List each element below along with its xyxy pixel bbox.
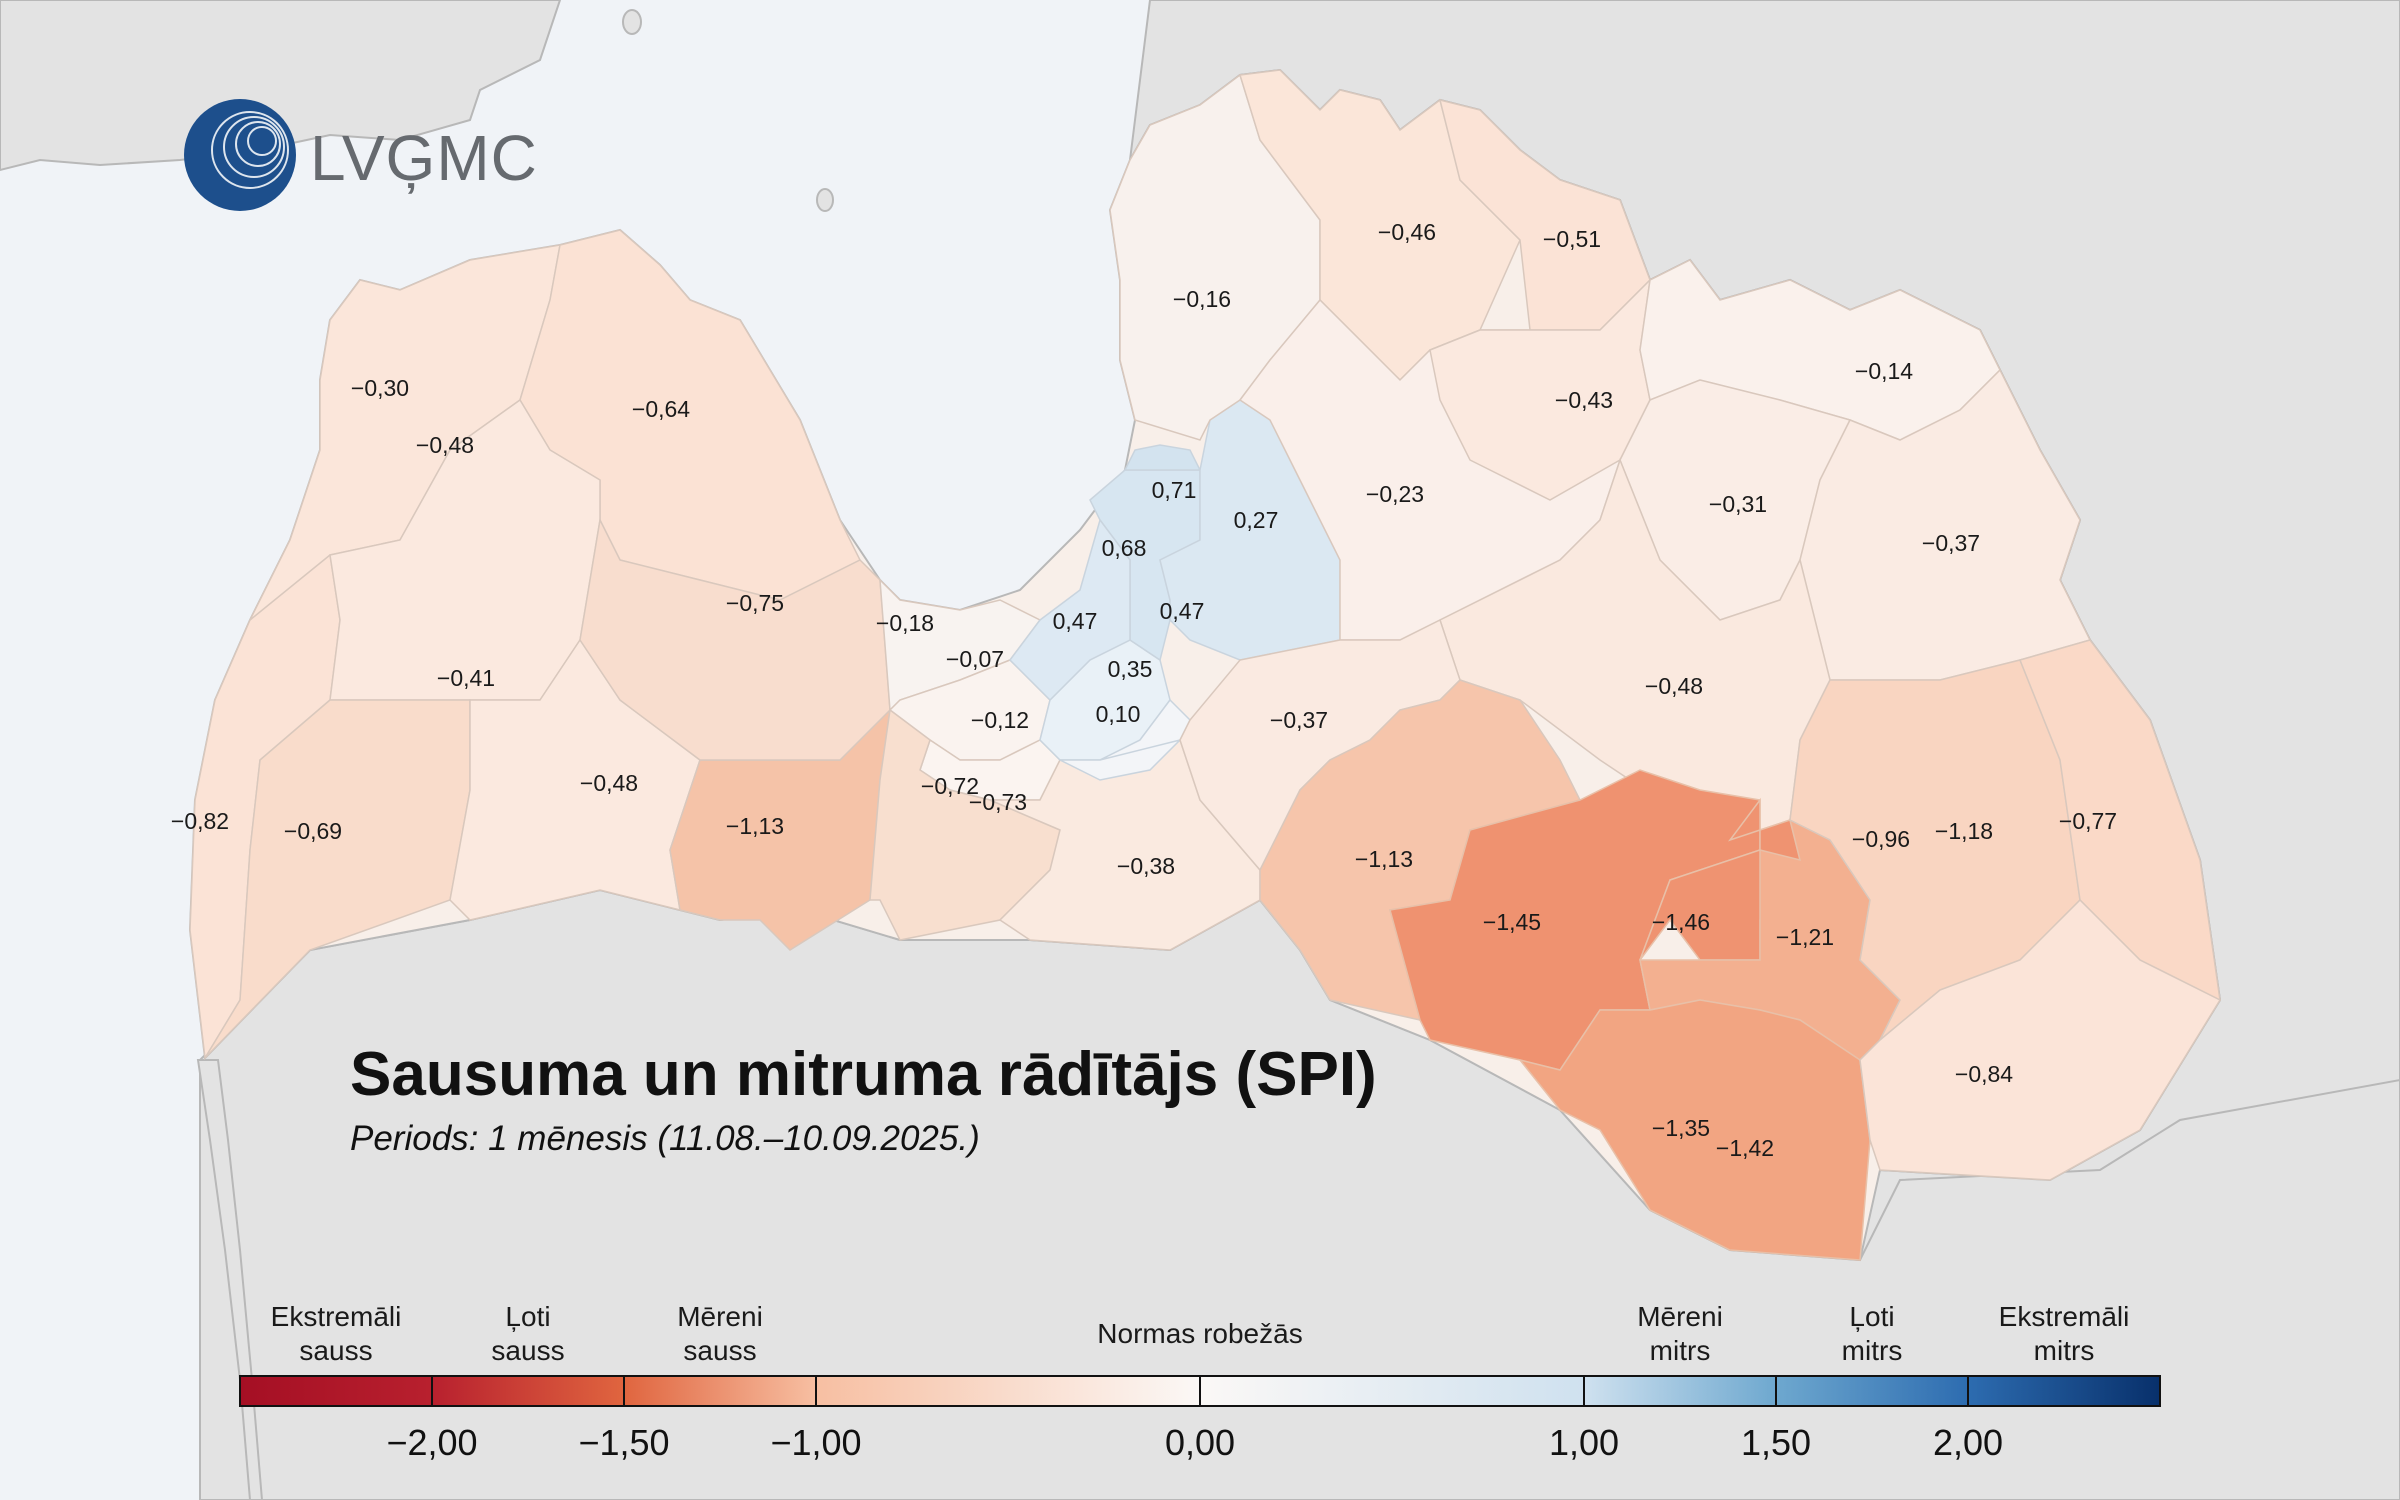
legend: EkstremālisaussĻotisaussMērenisaussNorma… xyxy=(239,1301,2161,1463)
region-value-label: −0,07 xyxy=(946,646,1004,672)
legend-category-label: mitrs xyxy=(1842,1335,1903,1366)
legend-tick-label: −1,50 xyxy=(578,1422,669,1463)
region-area xyxy=(1123,444,1202,471)
legend-tick-label: 1,00 xyxy=(1549,1422,1619,1463)
region-value-label: −0,12 xyxy=(971,707,1029,733)
region-value-label: 0,27 xyxy=(1234,507,1279,533)
region-value-label: −0,69 xyxy=(284,818,342,844)
region-value-label: −0,46 xyxy=(1378,219,1436,245)
region-area xyxy=(1009,518,1131,702)
map-title: Sausuma un mitruma rādītājs (SPI) xyxy=(350,1040,1377,1109)
region-value-label: −0,31 xyxy=(1709,491,1767,517)
region-value-label: −0,51 xyxy=(1543,226,1601,252)
region-value-label: −0,41 xyxy=(437,665,495,691)
region-value-label: −1,42 xyxy=(1716,1135,1774,1161)
region-value-label: 0,47 xyxy=(1053,608,1098,634)
legend-tick-label: 0,00 xyxy=(1165,1422,1235,1463)
legend-categories: EkstremālisaussĻotisaussMērenisaussNorma… xyxy=(271,1301,2130,1366)
region-value-label: −1,13 xyxy=(726,813,784,839)
region-area xyxy=(1859,898,2222,1181)
region-value-label: −0,18 xyxy=(876,610,934,636)
region-value-label: −0,38 xyxy=(1117,853,1175,879)
legend-tick-label: 2,00 xyxy=(1933,1422,2003,1463)
region-area xyxy=(579,517,891,761)
legend-category-label: sauss xyxy=(299,1335,372,1366)
region-value-label: −0,23 xyxy=(1366,481,1424,507)
region-value-label: −0,64 xyxy=(632,396,690,422)
region-value-label: −0,30 xyxy=(351,375,409,401)
saaremaa-island xyxy=(0,0,562,172)
legend-tick-label: −2,00 xyxy=(386,1422,477,1463)
region-value-label: 0,47 xyxy=(1160,598,1205,624)
region-value-label: −0,14 xyxy=(1855,358,1913,384)
region-value-label: −1,18 xyxy=(1935,818,1993,844)
region-area xyxy=(1059,698,1191,781)
region-value-label: −0,72 xyxy=(921,773,979,799)
lvgmc-logo: LVĢMC xyxy=(184,99,538,211)
legend-category-label: Ekstremāli xyxy=(1999,1301,2130,1332)
legend-category-label: sauss xyxy=(683,1335,756,1366)
region-value-label: −0,16 xyxy=(1173,286,1231,312)
small-island xyxy=(622,9,642,35)
legend-tick-label: −1,00 xyxy=(770,1422,861,1463)
legend-category-label: sauss xyxy=(491,1335,564,1366)
legend-tick-label: 1,50 xyxy=(1741,1422,1811,1463)
region-value-label: −0,37 xyxy=(1270,707,1328,733)
region-value-label: −0,82 xyxy=(171,808,229,834)
region-value-label: 0,68 xyxy=(1102,535,1147,561)
region-value-label: −1,46 xyxy=(1652,909,1710,935)
region-value-label: −0,73 xyxy=(969,789,1027,815)
legend-category-label: Ekstremāli xyxy=(271,1301,402,1332)
region-value-label: 0,10 xyxy=(1096,701,1141,727)
region-value-label: −0,48 xyxy=(416,432,474,458)
region-value-label: −0,48 xyxy=(1645,673,1703,699)
region-value-label: −0,48 xyxy=(580,770,638,796)
region-value-label: −1,13 xyxy=(1355,846,1413,872)
region-fills xyxy=(189,69,2222,1261)
small-island xyxy=(816,188,834,212)
legend-category-label: Mēreni xyxy=(1637,1301,1723,1332)
map-subtitle: Periods: 1 mēnesis (11.08.–10.09.2025.) xyxy=(350,1119,980,1158)
legend-category-label: Ļoti xyxy=(505,1301,550,1332)
legend-category-label: Mēreni xyxy=(677,1301,763,1332)
region-value-label: 0,35 xyxy=(1108,656,1153,682)
region-value-label: −0,84 xyxy=(1955,1061,2013,1087)
region-value-label: −1,35 xyxy=(1652,1115,1710,1141)
legend-category-label: Ļoti xyxy=(1849,1301,1894,1332)
legend-category-label: mitrs xyxy=(2034,1335,2095,1366)
region-value-label: −1,45 xyxy=(1483,909,1541,935)
region-value-label: −0,43 xyxy=(1555,387,1613,413)
region-value-label: −0,37 xyxy=(1922,530,1980,556)
region-value-label: −0,75 xyxy=(726,590,784,616)
region-labels: −0,30 −0,48 −0,64 −0,75 −0,41 −0,48 −0,82 −0,69… xyxy=(171,219,2117,1161)
region-value-label: 0,71 xyxy=(1152,477,1197,503)
region-value-label: −1,21 xyxy=(1776,924,1834,950)
region-value-label: −0,77 xyxy=(2059,808,2117,834)
legend-ticks: −2,00 −1,50 −1,00 0,00 1,00 1,50 2,00 xyxy=(386,1376,2003,1463)
legend-category-label: Normas robežās xyxy=(1097,1318,1302,1349)
legend-category-label: mitrs xyxy=(1650,1335,1711,1366)
region-value-label: −0,96 xyxy=(1852,826,1910,852)
logo-text: LVĢMC xyxy=(310,122,538,194)
